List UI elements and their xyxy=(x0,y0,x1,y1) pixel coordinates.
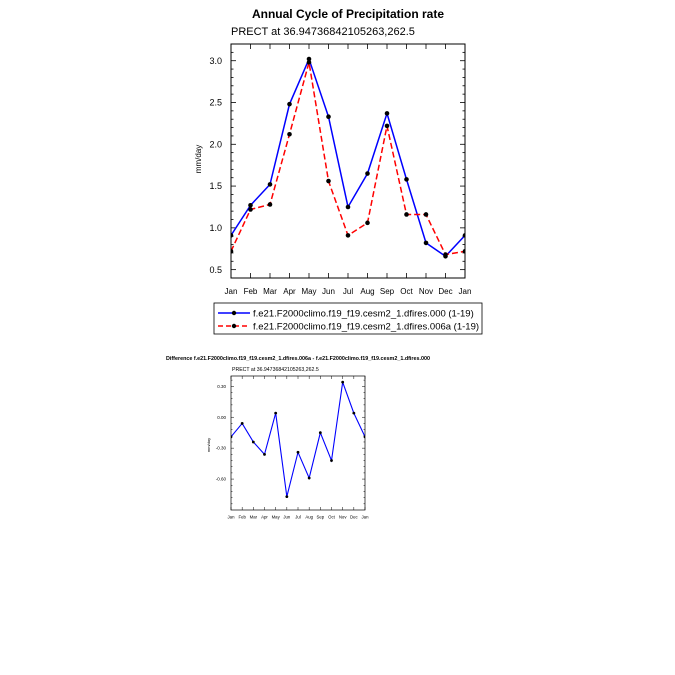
data-point-series-2 xyxy=(423,212,429,217)
x-tick-label: Dec xyxy=(438,287,452,296)
data-point-series-1 xyxy=(285,495,289,498)
data-point-series-2 xyxy=(267,202,273,207)
data-point-series-1 xyxy=(306,56,312,62)
y-tick-label: 0.30 xyxy=(217,384,226,389)
data-point-series-1 xyxy=(251,440,255,444)
legend-label-series-1: f.e21.F2000climo.f19_f19.cesm2_1.dfires.… xyxy=(253,309,474,320)
y-axis-label: mm/day xyxy=(206,438,211,452)
data-point-series-2 xyxy=(345,233,351,238)
x-tick-label: Jan xyxy=(459,287,472,296)
data-point-series-1 xyxy=(263,452,266,456)
data-point-series-2 xyxy=(404,212,409,217)
x-tick-label: Apr xyxy=(261,515,268,520)
y-tick-label: -0.30 xyxy=(216,446,227,451)
legend-label-series-2: f.e21.F2000climo.f19_f19.cesm2_1.dfires.… xyxy=(253,322,479,333)
data-point-series-2 xyxy=(326,178,331,184)
series-line-2 xyxy=(231,62,465,256)
x-tick-label: Aug xyxy=(360,287,374,296)
data-point-series-1 xyxy=(423,240,429,246)
data-point-series-1 xyxy=(318,431,322,435)
x-tick-label: Oct xyxy=(328,515,335,520)
data-point-series-2 xyxy=(287,131,292,137)
data-point-series-1 xyxy=(352,411,356,415)
data-point-series-2 xyxy=(306,60,312,65)
x-tick-label: Jan xyxy=(362,515,370,520)
x-tick-label: Jan xyxy=(228,515,236,520)
data-point-series-1 xyxy=(248,202,253,208)
data-point-series-1 xyxy=(274,411,278,415)
data-point-series-2 xyxy=(248,207,253,212)
y-tick-label: 3.0 xyxy=(209,56,222,66)
x-tick-label: Apr xyxy=(283,287,296,296)
x-tick-label: Jun xyxy=(283,515,291,520)
chart-title: Annual Cycle of Precipitation rate xyxy=(252,7,444,21)
y-axis-label: mm/day xyxy=(194,145,203,173)
data-point-series-2 xyxy=(365,220,370,226)
plot-frame xyxy=(230,43,466,279)
data-point-series-1 xyxy=(462,233,465,238)
y-tick-label: -0.60 xyxy=(216,477,227,482)
x-tick-label: Nov xyxy=(339,515,347,520)
data-point-series-1 xyxy=(384,111,390,116)
x-tick-label: Mar xyxy=(250,515,258,520)
legend: f.e21.F2000climo.f19_f19.cesm2_1.dfires.… xyxy=(213,302,483,335)
plot-frame xyxy=(230,375,366,511)
y-tick-label: 2.0 xyxy=(209,139,222,149)
data-point-series-2 xyxy=(231,248,234,254)
x-tick-label: Mar xyxy=(263,287,277,296)
x-tick-label: Nov xyxy=(419,287,433,296)
data-point-series-2 xyxy=(462,248,465,254)
x-tick-label: Dec xyxy=(350,515,358,520)
data-point-series-1 xyxy=(345,204,351,210)
x-tick-label: Feb xyxy=(244,287,258,296)
x-tick-label: Sep xyxy=(317,515,325,520)
data-point-series-1 xyxy=(240,422,244,425)
legend-marker-series-1 xyxy=(231,310,237,316)
data-point-series-1 xyxy=(307,476,311,480)
data-point-series-1 xyxy=(267,182,273,187)
y-tick-label: 2.5 xyxy=(209,98,222,108)
data-point-series-1 xyxy=(365,171,370,176)
data-point-series-1 xyxy=(363,435,365,439)
chart-title: Difference f.e21.F2000climo.f19_f19.cesm… xyxy=(166,356,430,362)
x-tick-label: Feb xyxy=(238,515,246,520)
series-line-1 xyxy=(231,56,465,258)
chart-subtitle: PRECT at 36.94736842105263,262.5 xyxy=(232,367,319,373)
x-tick-label: Jul xyxy=(295,515,301,520)
x-tick-label: Jan xyxy=(225,287,238,296)
x-tick-label: Sep xyxy=(380,287,395,296)
x-tick-label: Oct xyxy=(400,287,413,296)
y-tick-label: 1.0 xyxy=(209,223,222,233)
series-line-1 xyxy=(231,381,365,497)
x-tick-label: May xyxy=(301,287,316,296)
legend-marker-series-2 xyxy=(231,323,237,329)
data-point-series-2 xyxy=(443,252,448,257)
data-point-series-1 xyxy=(296,450,300,454)
annual-cycle-chart: Annual Cycle of Precipitation rate PRECT… xyxy=(194,7,483,335)
data-point-series-1 xyxy=(231,233,234,238)
y-tick-label: 0.5 xyxy=(209,265,222,275)
y-tick-label: 1.5 xyxy=(209,181,222,191)
x-tick-label: Jul xyxy=(343,287,353,296)
data-point-series-1 xyxy=(341,380,345,384)
data-point-series-2 xyxy=(384,123,390,129)
data-point-series-1 xyxy=(326,114,331,120)
x-tick-label: Jun xyxy=(322,287,335,296)
chart-subtitle: PRECT at 36.94736842105263,262.5 xyxy=(231,26,415,38)
data-point-series-1 xyxy=(330,459,333,462)
data-point-series-1 xyxy=(404,177,409,182)
data-point-series-1 xyxy=(287,101,292,107)
x-tick-label: May xyxy=(272,515,281,520)
difference-chart: Difference f.e21.F2000climo.f19_f19.cesm… xyxy=(166,356,430,520)
y-tick-label: 0.00 xyxy=(217,415,226,420)
x-tick-label: Aug xyxy=(305,515,313,520)
legend-box xyxy=(213,302,483,335)
data-point-series-1 xyxy=(231,435,233,439)
